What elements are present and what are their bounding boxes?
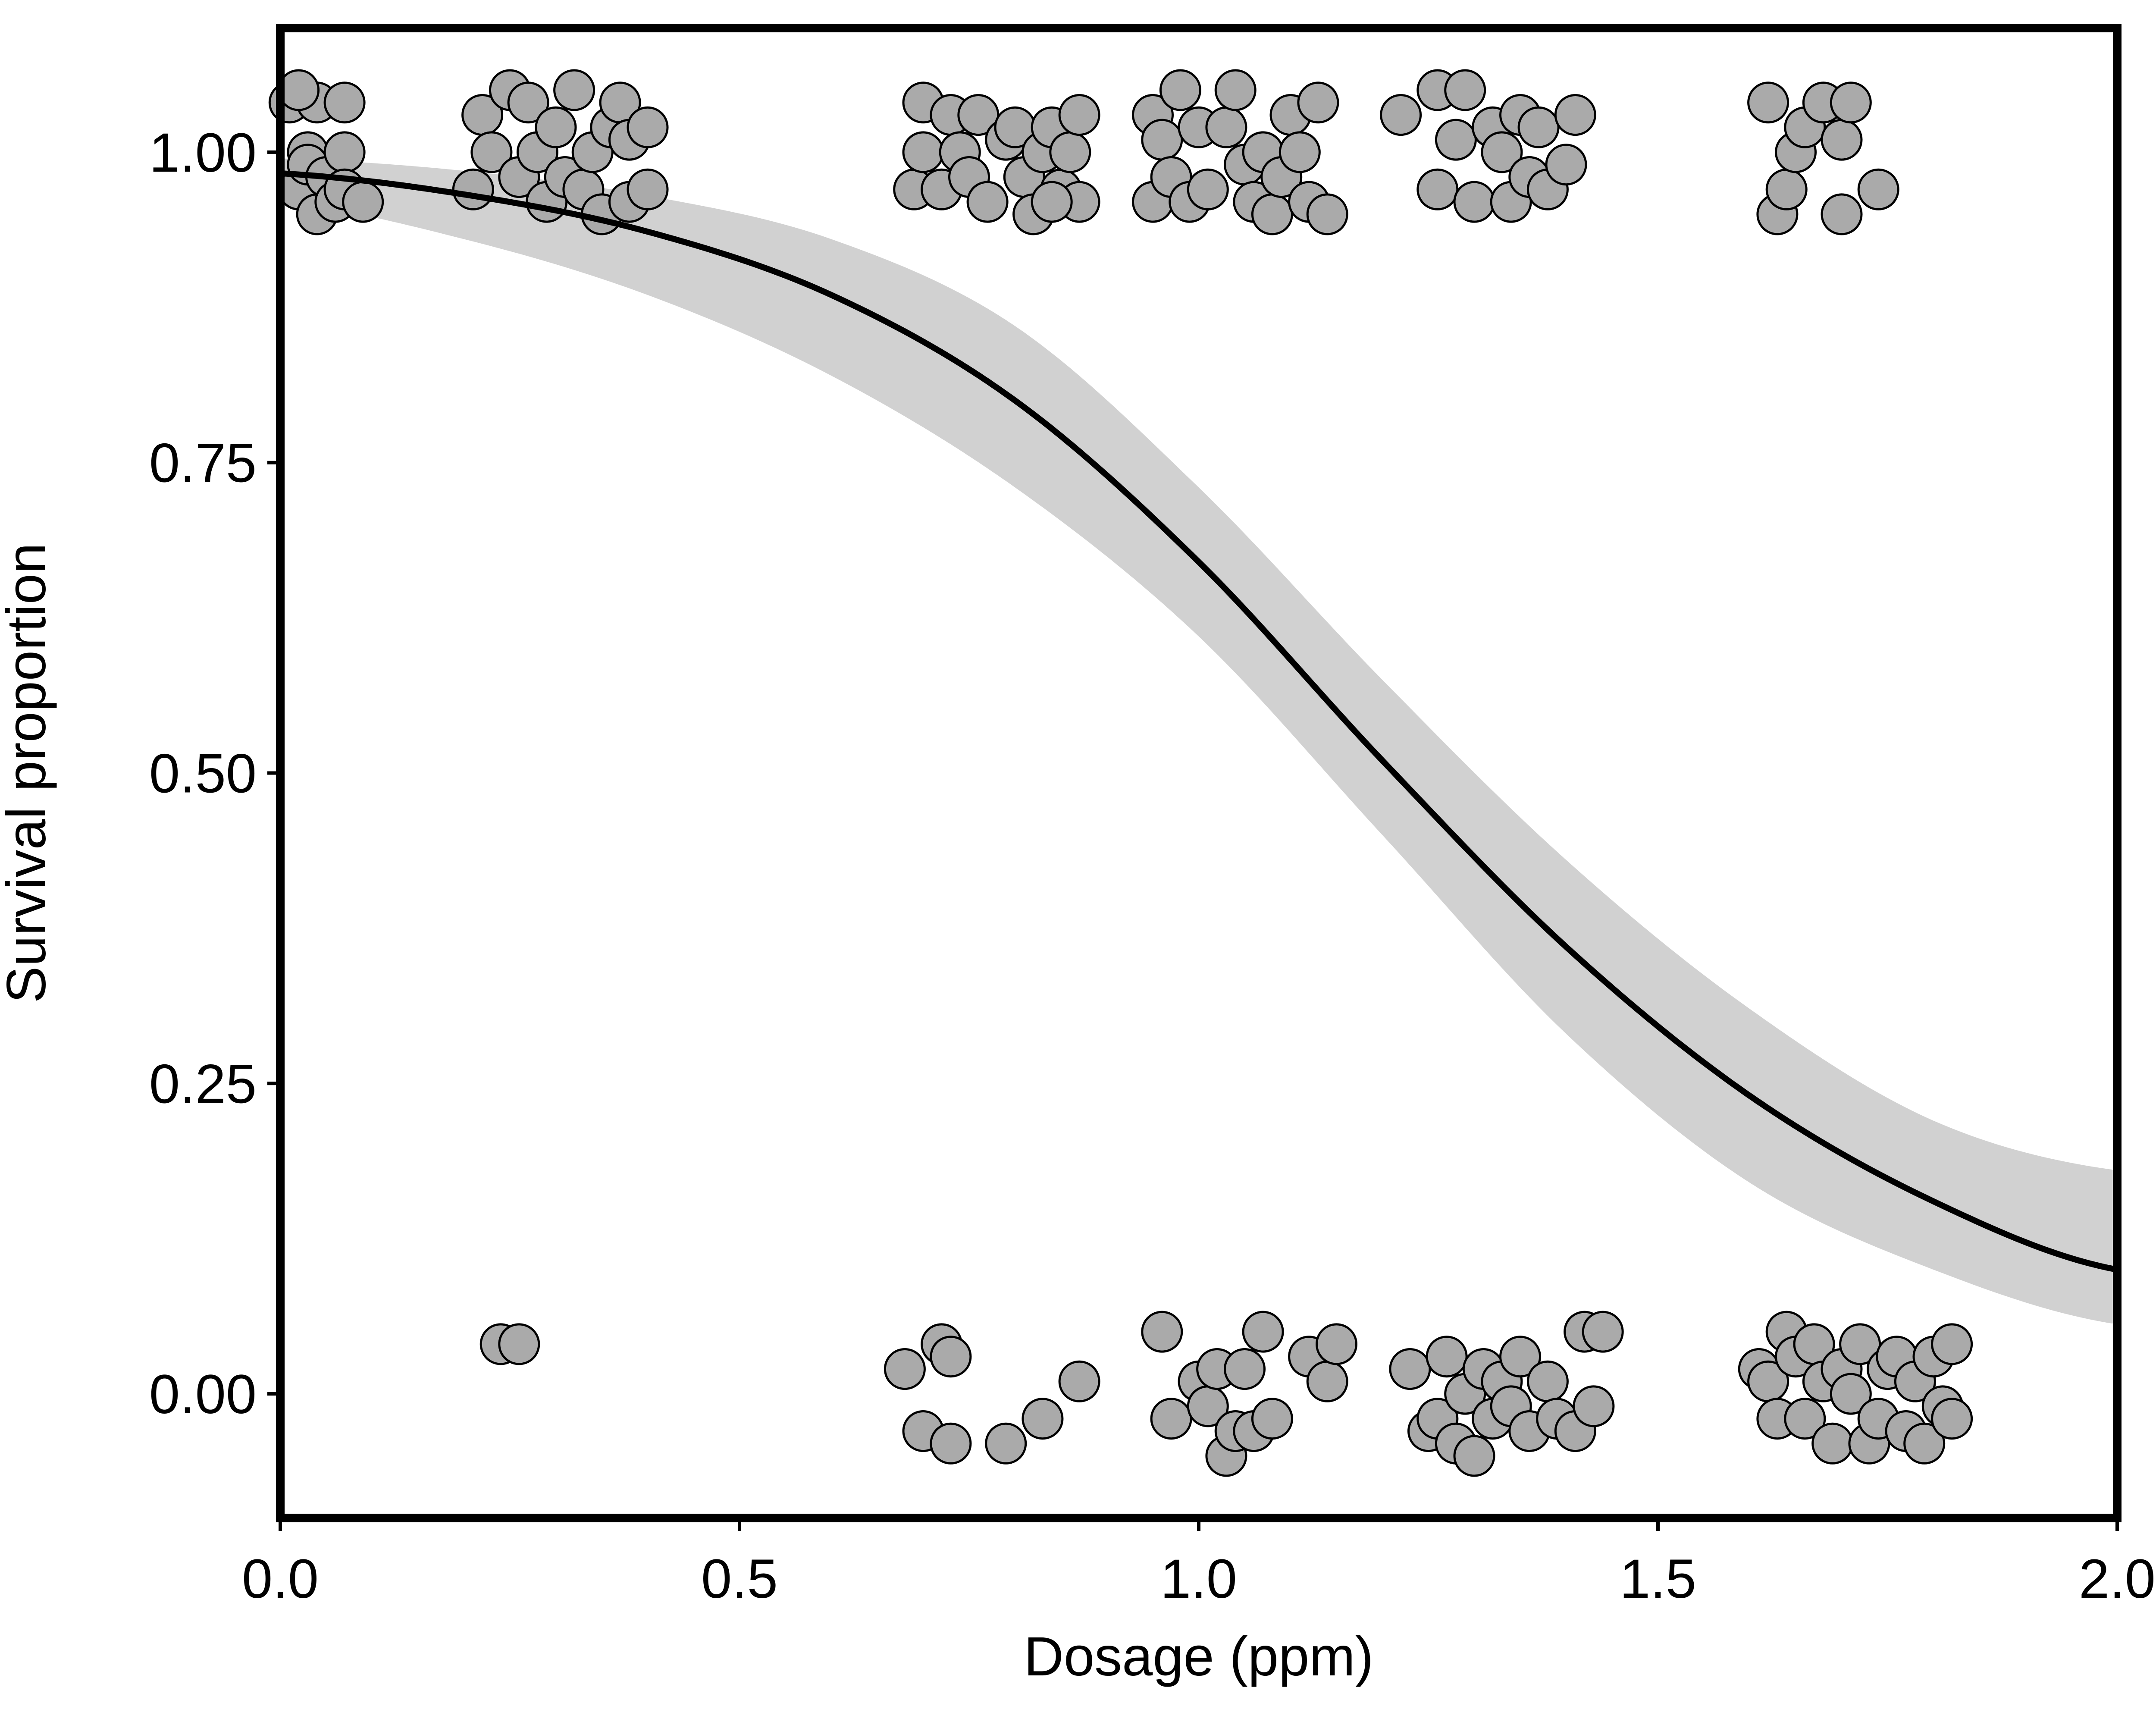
data-point	[1444, 69, 1486, 111]
data-point	[930, 1336, 972, 1378]
x-axis: 0.0 0.5 1.0 1.5 2.0	[242, 1518, 2156, 1610]
data-point	[1187, 168, 1229, 210]
data-point	[1380, 94, 1422, 136]
y-tick-label: 0.00	[149, 1364, 257, 1425]
data-point	[1224, 1348, 1266, 1390]
data-point	[985, 1422, 1027, 1465]
data-point	[1022, 1398, 1064, 1440]
data-point	[1821, 193, 1863, 235]
data-point	[1903, 1422, 1946, 1465]
y-tick-label: 0.50	[149, 743, 257, 805]
data-point	[452, 168, 494, 210]
data-point	[1242, 1311, 1284, 1353]
data-point	[1297, 82, 1339, 124]
data-point	[1784, 1398, 1826, 1440]
data-point	[1389, 1348, 1431, 1390]
data-point	[1279, 131, 1321, 173]
data-point	[1435, 119, 1477, 161]
data-point	[1573, 1385, 1615, 1427]
data-point	[470, 131, 513, 173]
x-tick-label: 2.0	[2079, 1548, 2156, 1610]
data-point	[1049, 131, 1091, 173]
data-point	[1857, 168, 1899, 210]
fit-curve	[280, 170, 2118, 1273]
data-point	[1526, 1360, 1569, 1402]
data-point	[1141, 119, 1183, 161]
data-point	[1150, 1398, 1192, 1440]
data-point	[1481, 131, 1523, 173]
data-point	[1159, 69, 1201, 111]
y-tick-label: 1.00	[149, 122, 257, 184]
data-point	[1554, 94, 1596, 136]
y-tick-label: 0.25	[149, 1053, 257, 1115]
data-point	[1517, 106, 1560, 148]
data-point	[323, 82, 366, 124]
data-point	[278, 69, 320, 111]
data-point	[930, 1422, 972, 1465]
data-point	[553, 69, 595, 111]
data-point	[342, 181, 384, 223]
y-tick-label: 0.75	[149, 433, 257, 494]
data-point	[1499, 1336, 1541, 1378]
data-point	[535, 106, 577, 148]
data-point	[1426, 1336, 1468, 1378]
data-point	[1453, 181, 1495, 223]
data-point	[1765, 168, 1808, 210]
data-point	[1058, 94, 1100, 136]
data-point	[507, 82, 549, 124]
data-point	[1811, 1422, 1854, 1465]
data-point	[1058, 1360, 1100, 1402]
data-point	[1839, 1323, 1881, 1365]
data-point	[323, 131, 366, 173]
data-point	[1306, 1360, 1348, 1402]
data-point	[1214, 69, 1257, 111]
data-point	[884, 1348, 926, 1390]
x-tick-label: 0.0	[242, 1548, 319, 1610]
x-axis-title: Dosage (ppm)	[1024, 1626, 1374, 1687]
data-point	[627, 168, 669, 210]
data-point	[1251, 193, 1293, 235]
data-point	[1830, 82, 1872, 124]
data-point	[1306, 193, 1348, 235]
data-point	[498, 1323, 540, 1365]
data-point	[1830, 1373, 1872, 1415]
data-point	[1747, 82, 1789, 124]
data-point	[1316, 1323, 1357, 1365]
data-point	[1031, 181, 1073, 223]
y-axis-title: Survival proportion	[0, 543, 57, 1003]
data-point	[1453, 1435, 1495, 1477]
data-point	[627, 106, 669, 148]
data-point	[1416, 168, 1459, 210]
confidence-band	[280, 158, 2117, 1324]
data-point	[1821, 119, 1863, 161]
data-point	[1931, 1398, 1973, 1440]
x-tick-label: 0.5	[701, 1548, 778, 1610]
data-point	[902, 131, 944, 173]
data-point	[1582, 1311, 1624, 1353]
data-point	[966, 181, 1009, 223]
data-point	[957, 94, 1000, 136]
plot-area	[268, 69, 2118, 1477]
data-point	[1141, 1311, 1183, 1353]
data-points	[268, 69, 1973, 1477]
data-point	[1931, 1323, 1973, 1365]
data-point	[1251, 1398, 1293, 1440]
data-point	[1205, 106, 1247, 148]
y-axis: 0.00 0.25 0.50 0.75 1.00	[149, 122, 280, 1425]
data-point	[1545, 144, 1587, 186]
x-tick-label: 1.0	[1160, 1548, 1237, 1610]
x-tick-label: 1.5	[1620, 1548, 1696, 1610]
